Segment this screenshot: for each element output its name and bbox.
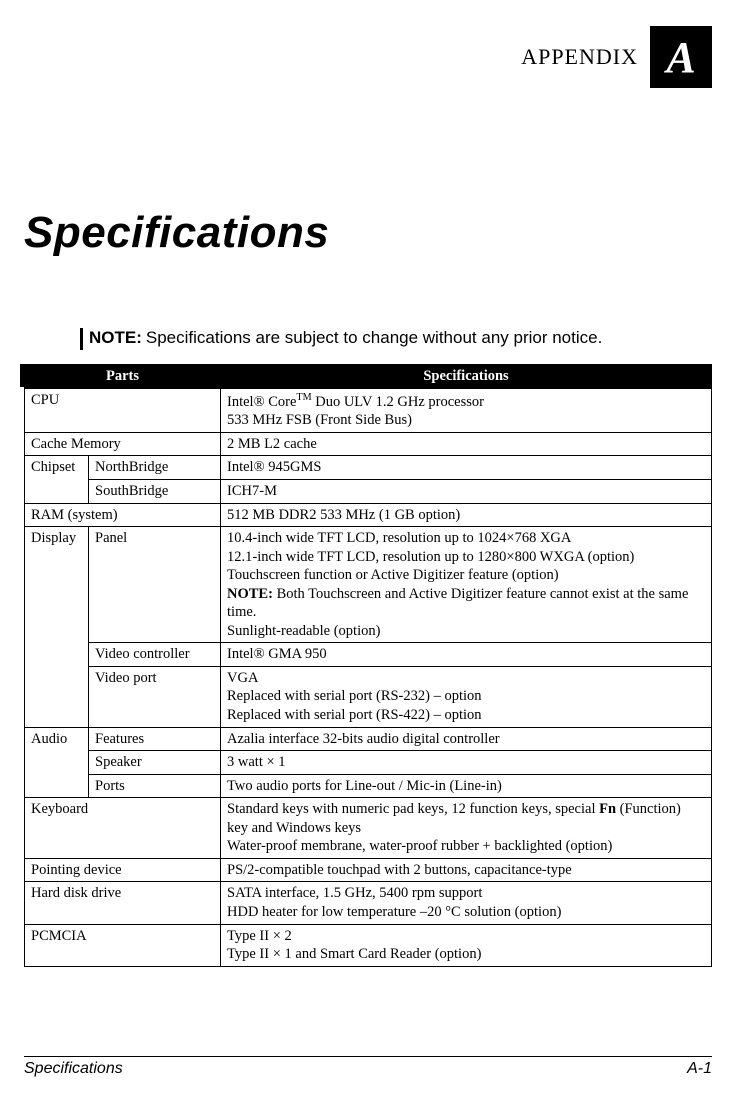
cell-subpart: Speaker [89,751,221,775]
footer-left: Specifications [24,1060,123,1078]
cell-spec: Type II × 2 Type II × 1 and Smart Card R… [221,924,712,966]
table-row: PCMCIA Type II × 2 Type II × 1 and Smart… [25,924,712,966]
vport-l2: Replaced with serial port (RS-232) – opt… [227,688,482,704]
cell-subpart: Ports [89,774,221,798]
cell-part: Chipset [25,456,89,503]
cpu-spec-post: Duo ULV 1.2 GHz processor [312,394,484,410]
cpu-spec-pre: Intel® Core [227,394,296,410]
cell-spec: Standard keys with numeric pad keys, 12 … [221,798,712,859]
panel-l5: Sunlight-readable (option) [227,623,380,639]
table-row: RAM (system) 512 MB DDR2 533 MHz (1 GB o… [25,503,712,527]
page-footer: Specifications A-1 [24,1056,712,1078]
table-row: SouthBridge ICH7-M [25,480,712,504]
cell-spec: Two audio ports for Line-out / Mic-in (L… [221,774,712,798]
appendix-header: APPENDIX A [24,26,712,88]
specs-table: Parts Specifications CPU Intel® CoreTM D… [24,364,712,967]
note-accent-bar [80,328,83,350]
cell-part: CPU [25,389,221,433]
table-side-accent [20,364,24,387]
cell-part: PCMCIA [25,924,221,966]
panel-l2: 12.1-inch wide TFT LCD, resolution up to… [227,549,634,565]
table-row: Video port VGA Replaced with serial port… [25,666,712,727]
cpu-spec-line2: 533 MHz FSB (Front Side Bus) [227,412,412,428]
appendix-label: APPENDIX [521,44,638,70]
cell-part: Display [25,527,89,727]
table-row: Speaker 3 watt × 1 [25,751,712,775]
cell-spec: VGA Replaced with serial port (RS-232) –… [221,666,712,727]
hdd-l1: SATA interface, 1.5 GHz, 5400 rpm suppor… [227,885,482,901]
table-row: Audio Features Azalia interface 32-bits … [25,727,712,751]
panel-l3: Touchscreen function or Active Digitizer… [227,567,559,583]
cell-subpart: SouthBridge [89,480,221,504]
kb-l1-pre: Standard keys with numeric pad keys, 12 … [227,801,599,817]
note-block: NOTE: Specifications are subject to chan… [80,328,712,350]
appendix-badge: A [650,26,712,88]
cell-spec: ICH7-M [221,480,712,504]
cell-spec: Azalia interface 32-bits audio digital c… [221,727,712,751]
cell-spec: PS/2-compatible touchpad with 2 buttons,… [221,858,712,882]
page-title: Specifications [24,208,712,258]
pcmcia-l2: Type II × 1 and Smart Card Reader (optio… [227,946,481,962]
cell-spec: Intel® 945GMS [221,456,712,480]
hdd-l2: HDD heater for low temperature –20 °C so… [227,904,561,920]
cell-subpart: Features [89,727,221,751]
table-row: Display Panel 10.4-inch wide TFT LCD, re… [25,527,712,643]
cell-part: Cache Memory [25,432,221,456]
cell-spec: Intel® CoreTM Duo ULV 1.2 GHz processor … [221,389,712,433]
kb-l1-b: Fn [599,801,616,817]
footer-right: A-1 [687,1060,712,1078]
table-row: Chipset NorthBridge Intel® 945GMS [25,456,712,480]
vport-l3: Replaced with serial port (RS-422) – opt… [227,707,482,723]
cell-subpart: Video controller [89,643,221,667]
cell-subpart: Panel [89,527,221,643]
cell-part: Hard disk drive [25,882,221,924]
note-label: NOTE: [89,328,142,348]
table-row: Pointing device PS/2-compatible touchpad… [25,858,712,882]
table-row: Hard disk drive SATA interface, 1.5 GHz,… [25,882,712,924]
cell-part: RAM (system) [25,503,221,527]
cell-spec: 512 MB DDR2 533 MHz (1 GB option) [221,503,712,527]
cell-subpart: Video port [89,666,221,727]
table-row: CPU Intel® CoreTM Duo ULV 1.2 GHz proces… [25,389,712,433]
panel-l1: 10.4-inch wide TFT LCD, resolution up to… [227,530,571,546]
cell-spec: 3 watt × 1 [221,751,712,775]
panel-l4: Both Touchscreen and Active Digitizer fe… [227,586,688,621]
table-row: Cache Memory 2 MB L2 cache [25,432,712,456]
kb-l2: Water-proof membrane, water-proof rubber… [227,838,612,854]
table-row: Keyboard Standard keys with numeric pad … [25,798,712,859]
cell-spec: SATA interface, 1.5 GHz, 5400 rpm suppor… [221,882,712,924]
cell-spec: 10.4-inch wide TFT LCD, resolution up to… [221,527,712,643]
cell-part: Pointing device [25,858,221,882]
note-text: Specifications are subject to change wit… [146,328,602,348]
header-parts: Parts [25,365,221,389]
cell-part: Keyboard [25,798,221,859]
table-header-row: Parts Specifications [25,365,712,389]
cell-spec: 2 MB L2 cache [221,432,712,456]
cell-spec: Intel® GMA 950 [221,643,712,667]
cell-subpart: NorthBridge [89,456,221,480]
header-specs: Specifications [221,365,712,389]
cell-part: Audio [25,727,89,798]
pcmcia-l1: Type II × 2 [227,928,292,944]
cpu-spec-sup: TM [296,392,311,403]
table-row: Ports Two audio ports for Line-out / Mic… [25,774,712,798]
table-row: Video controller Intel® GMA 950 [25,643,712,667]
panel-l4b: NOTE: [227,586,273,602]
specs-table-wrap: Parts Specifications CPU Intel® CoreTM D… [24,364,712,967]
vport-l1: VGA [227,670,258,686]
